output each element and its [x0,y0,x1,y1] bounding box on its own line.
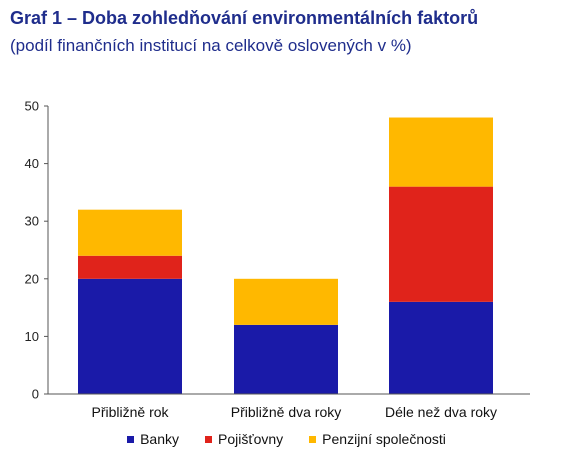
chart-subtitle: (podíl finančních institucí na celkově o… [10,36,412,55]
legend-item: Banky [127,431,179,447]
x-tick-label: Přibližně dva roky [231,404,342,420]
y-tick-label: 50 [25,99,39,114]
bar-segment [78,209,182,256]
bar-segment [78,255,182,279]
chart-title: Graf 1 – Doba zohledňování environmentál… [10,8,479,28]
legend-label: Banky [140,431,179,447]
bar-segment [78,278,182,394]
y-tick-label: 30 [25,214,39,229]
legend-swatch [205,435,212,443]
bar-segment [389,117,493,187]
bar-segment [389,186,493,302]
legend-item: Penzijní společnosti [309,431,446,447]
legend-label: Pojišťovny [218,431,284,447]
y-tick-label: 0 [32,387,39,402]
y-tick-label: 40 [25,156,39,171]
x-tick-label: Přibližně rok [91,404,169,420]
legend: Banky Pojišťovny Penzijní společnosti [0,431,573,447]
legend-item: Pojišťovny [205,431,283,447]
y-tick-label: 20 [25,271,39,286]
legend-label: Penzijní společnosti [322,431,446,447]
x-tick-label: Déle než dva roky [385,404,497,420]
legend-swatch [127,435,135,443]
y-tick-label: 10 [25,329,39,344]
bar-segment [234,278,338,325]
bar-segment [234,324,338,394]
bar-segment [389,301,493,394]
legend-swatch [309,435,317,443]
